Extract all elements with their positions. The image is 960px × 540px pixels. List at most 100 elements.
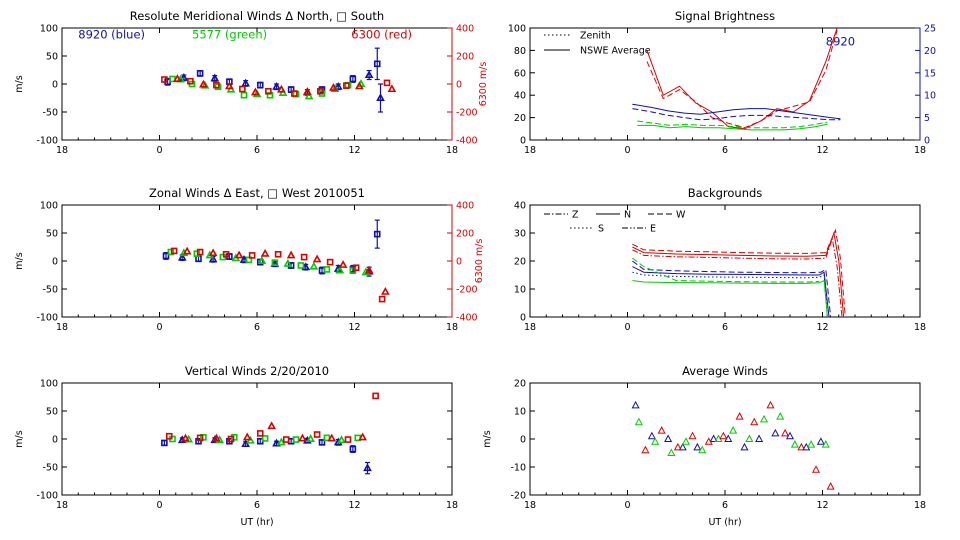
y-tick-label: -20 [510, 491, 526, 502]
y-tick-label: -50 [42, 285, 58, 296]
data-point-red [338, 260, 348, 268]
series-line-green-dashed [632, 257, 820, 283]
data-point-blue [177, 252, 187, 261]
data-point-red [181, 433, 190, 442]
data-point-red [327, 433, 337, 442]
data-point-red [208, 248, 218, 257]
data-point-blue [678, 442, 687, 451]
x-tick-label: 6 [254, 500, 260, 511]
data-point-red [312, 254, 322, 263]
data-point-green [214, 83, 222, 91]
data-point-blue [179, 72, 189, 81]
x-tick-label: 6 [722, 322, 728, 333]
y-tick-label: 10 [514, 407, 526, 418]
right-axis-label: 6300 m/s [474, 239, 485, 284]
legend-label: E [650, 224, 656, 235]
data-point-red [225, 81, 234, 90]
x-tick-label: 12 [816, 500, 828, 511]
x-tick-label: 18 [914, 500, 926, 511]
y-tick-label: -50 [42, 463, 58, 474]
data-point-blue [740, 442, 749, 451]
x-tick-label: 12 [348, 322, 360, 333]
series-line-green-solid [632, 279, 828, 317]
chart-title: Signal Brightness [675, 9, 775, 23]
data-point-red [274, 250, 282, 258]
data-point-red [300, 253, 308, 261]
data-point-red [227, 435, 235, 443]
data-layer [162, 219, 390, 303]
series-line-blue-dashed [632, 260, 832, 317]
data-point-green [790, 440, 799, 448]
data-point-red [372, 392, 379, 400]
y-tick-label: 20 [514, 379, 526, 390]
right-y-tick-label: -400 [456, 136, 478, 147]
y-tick-label: 50 [46, 407, 58, 418]
legend-label: Zenith [580, 31, 611, 42]
data-point-green [323, 266, 331, 273]
y-tick-label: 100 [508, 24, 526, 35]
annotation: 8920 [826, 34, 855, 48]
data-point-red [797, 442, 806, 451]
data-point-red [387, 84, 397, 93]
x-tick-label: 12 [348, 500, 360, 511]
legend-label: W [676, 210, 686, 221]
y-axis-label: m/s [14, 75, 25, 92]
data-layer [631, 400, 835, 490]
data-point-green [745, 434, 754, 442]
data-point-red [196, 248, 204, 256]
series-line-green-dashed [637, 120, 828, 129]
data-point-blue [364, 70, 374, 79]
data-point-blue [318, 439, 326, 446]
data-point-red [298, 433, 307, 442]
right-y-tick-label: 15 [924, 68, 936, 79]
data-layer [161, 47, 397, 113]
data-point-blue [363, 463, 372, 472]
data-point-blue [241, 78, 250, 87]
right-y-tick-label: 0 [924, 136, 930, 147]
right-y-tick-label: 10 [924, 91, 936, 102]
data-point-red [641, 445, 650, 454]
right-y-tick-label: -200 [456, 285, 478, 296]
data-point-red [251, 87, 260, 96]
data-point-blue [256, 81, 264, 89]
x-tick-label: 0 [156, 145, 162, 156]
data-point-blue [349, 75, 357, 83]
x-tick-label: 6 [254, 145, 260, 156]
data-point-red [277, 84, 286, 93]
x-tick-label: 12 [816, 145, 828, 156]
x-tick-label: 18 [56, 500, 68, 511]
x-tick-label: 18 [446, 145, 458, 156]
chart-title: Vertical Winds 2/20/2010 [185, 364, 329, 378]
data-point-red [657, 426, 666, 434]
data-point-red [265, 87, 272, 95]
data-point-red [750, 417, 759, 426]
data-point-blue [208, 254, 218, 263]
y-axis-label: m/s [14, 252, 25, 269]
chart-title: Zonal Winds Δ East, □ West 2010051 [149, 186, 365, 200]
data-point-red [364, 265, 374, 274]
data-point-blue [333, 81, 343, 90]
right-y-tick-label: 20 [924, 46, 936, 57]
data-point-red [196, 434, 204, 442]
data-point-red [239, 85, 246, 93]
x-tick-label: 12 [348, 145, 360, 156]
y-tick-label: 0 [520, 136, 526, 147]
y-tick-label: 100 [40, 201, 58, 212]
y-tick-label: 10 [514, 285, 526, 296]
data-point-red [344, 436, 352, 443]
legend-label: Z [572, 210, 579, 221]
y-tick-label: 60 [514, 68, 526, 79]
data-point-red [242, 432, 252, 441]
y-tick-label: -50 [42, 108, 58, 119]
data-point-blue [270, 258, 280, 267]
data-point-blue [196, 70, 204, 77]
data-point-red [256, 430, 264, 437]
data-point-red [234, 250, 244, 259]
data-point-green [634, 417, 643, 426]
right-y-tick-label: -400 [456, 313, 478, 324]
data-point-red [766, 400, 775, 409]
data-point-red [170, 247, 178, 255]
data-point-blue [349, 445, 357, 453]
